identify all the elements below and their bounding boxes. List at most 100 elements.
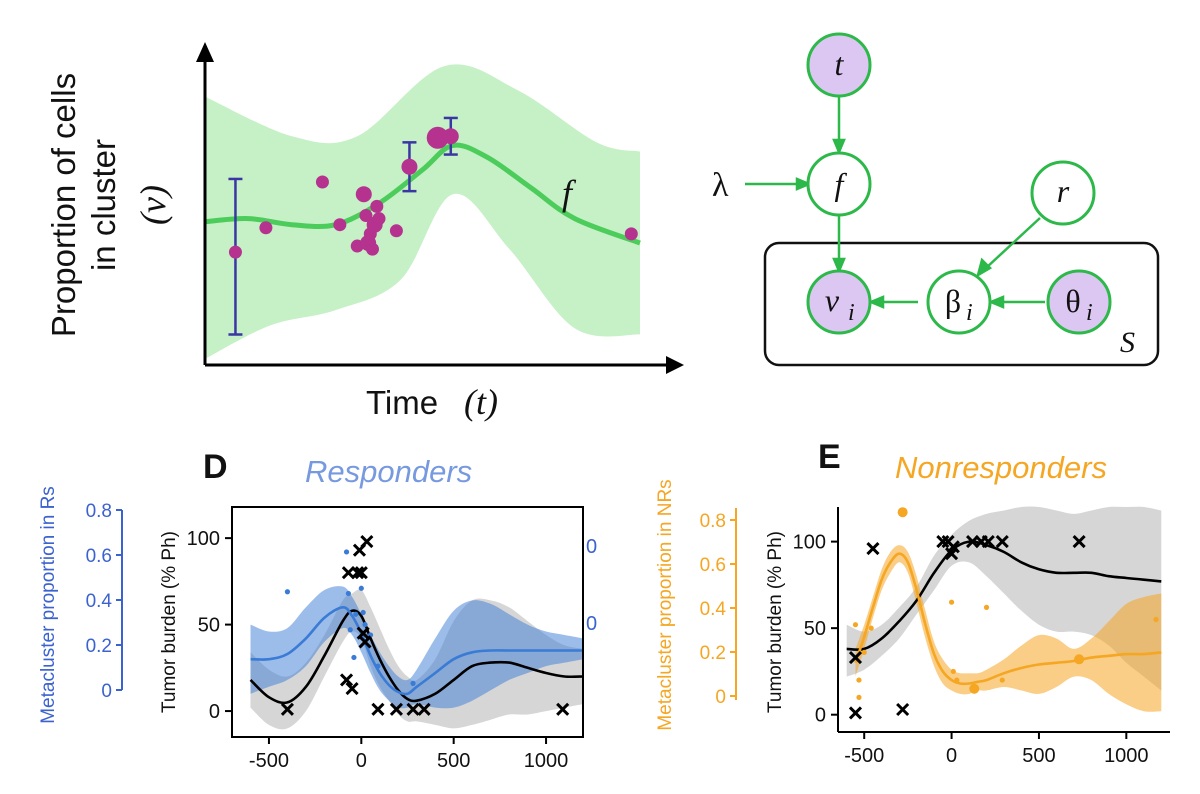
metacluster-tick-label: 0.2 [700,643,726,664]
node-r [1030,160,1096,226]
line-tumor-burden [249,609,584,705]
x-tick-label: -500 [249,750,289,772]
schematic-data-point [359,209,373,223]
y-tick-label: 100 [793,532,826,554]
tumor-burden-marker [354,566,368,580]
schematic-data-point [442,128,459,145]
tumor-burden-marker [981,535,995,549]
metacluster-dot [969,683,980,694]
schematic-x-symbol: (t) [464,382,498,422]
plate-box [763,241,1160,367]
x-tick-label: 1000 [524,750,569,772]
panel-d-frame [231,506,584,738]
panel-e-title: Nonresponders [895,450,1107,485]
tumor-burden-marker [896,702,910,717]
panel-e-metacluster-label: Metacluster proportion in NRs [655,479,676,730]
panel-e-metacluster-axis: 0.8 0.6 0.4 0.2 0 [700,508,737,708]
metacluster-dot [868,625,874,631]
panel-d-responders: D Responders -500 0 500 1000 0 50 100 Tumor bu… [38,448,597,772]
node-f [806,151,872,217]
node-beta-label: β [945,283,961,319]
metacluster-dot [358,585,364,591]
x-axis-arrow-icon [666,356,684,374]
node-v [806,269,872,335]
x-tick-label: 0 [946,745,957,767]
metacluster-dot [856,694,862,700]
metacluster-tick-label: 0.8 [700,511,726,532]
metacluster-dot [362,621,368,628]
line-metacluster-proportion [854,552,1162,686]
schematic-data-point [389,224,403,238]
schematic-data-point [333,218,347,232]
y-tick-label: 0 [815,705,826,727]
schematic-data-point [259,221,273,235]
tumor-burden-marker [358,635,372,649]
metacluster-dot [983,604,990,610]
arrow-f-v-icon [832,257,846,275]
arrow-r-beta-icon [976,257,993,278]
metacluster-tick-label: 0 [715,687,726,708]
x-tick-label: 500 [437,750,470,772]
metacluster-dot [347,627,353,633]
panel-e-y-label: Tumor burden (% Ph) [765,531,786,713]
tumor-burden-marker [556,702,570,716]
panel-d-metacluster-axis: 0.8 0.6 0.4 0.2 0 [86,501,123,702]
metacluster-dot [852,622,859,628]
metacluster-tick-label: 0.4 [86,591,113,612]
x-tick-label: 0 [356,750,367,772]
metacluster-tick-label: 0.6 [86,546,112,567]
panel-d-right-label-1: 0 [586,536,597,558]
metacluster-dot [353,611,359,617]
panel-d-y-label: Tumor burden (% Ph) [159,531,180,713]
metacluster-dot [360,609,366,616]
band-tumor-burden [846,506,1162,691]
node-v-label: v [825,282,840,318]
tumor-burden-marker [946,540,960,554]
tumor-burden-marker [351,566,365,580]
x-tick-label: 1000 [1104,745,1149,767]
arrow-theta-beta-icon [987,295,1005,309]
tumor-burden-marker [371,702,385,716]
x-tick-label: -500 [844,745,884,767]
schematic-x-label: Time [366,384,438,421]
schematic-data-point [355,186,372,203]
tumor-burden-marker [280,702,294,716]
node-t [806,32,872,98]
schematic-credible-band [205,64,640,359]
schematic-panel: f Time (t) Proportion of cells in cluste… [45,42,684,422]
x-tick-label: 500 [1022,745,1055,767]
panel-d-letter: D [203,448,228,486]
graphical-model: S t f r v i β i θ i λ [712,32,1160,367]
node-t-label: t [835,46,845,82]
node-beta-subscript: i [966,300,973,326]
tumor-burden-marker [345,682,359,696]
metacluster-dot [861,649,867,655]
metacluster-dot [375,663,381,669]
y-axis-arrow-icon [196,42,214,62]
metacluster-dot [856,677,862,683]
schematic-y-label-line2: in cluster [85,139,122,271]
tumor-burden-marker [1072,535,1086,549]
metacluster-tick-label: 0.2 [86,636,112,657]
y-tick-label: 50 [804,618,826,640]
arrow-lambda-f-icon [795,177,813,191]
panel-d-metacluster-label: Metacluster proportion in Rs [38,486,59,724]
metacluster-dot [410,680,416,686]
metacluster-tick-label: 0 [101,681,112,702]
tumor-burden-marker [339,673,354,687]
arrow-t-f-icon [832,138,846,156]
metacluster-dot [1153,616,1159,623]
metacluster-dot [999,677,1005,683]
panel-d-title: Responders [305,454,472,489]
plate-label: S [1120,326,1135,359]
node-v-subscript: i [848,300,855,326]
schematic-data-point [624,227,638,241]
tumor-burden-marker [848,706,863,720]
line-tumor-burden [846,540,1162,651]
y-tick-label: 0 [209,701,220,723]
metacluster-dot [284,589,291,595]
schematic-data-point [315,175,329,189]
schematic-y-label-line1: Proportion of cells [45,73,82,337]
tumor-burden-marker [866,541,880,556]
schematic-y-symbol: (v) [133,185,173,225]
